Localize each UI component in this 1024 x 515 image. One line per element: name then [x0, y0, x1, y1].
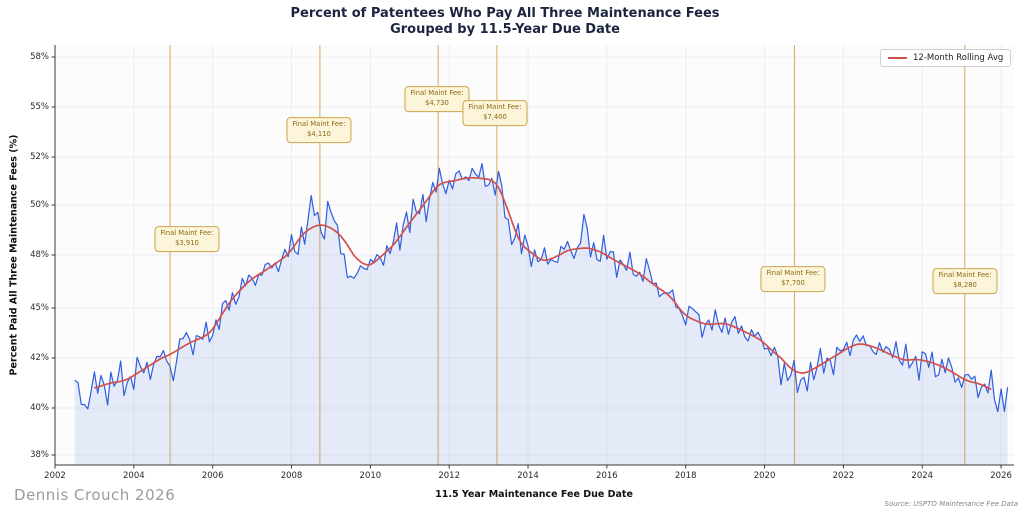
chart-title-line1: Percent of Patentees Who Pay All Three M…: [290, 6, 720, 21]
annotation-fee: $3,910: [175, 239, 199, 247]
x-tick-label: 2006: [201, 471, 224, 481]
x-tick-label: 2002: [44, 471, 66, 481]
annotation-text: Final Maint Fee:: [468, 103, 522, 112]
annotation-fee: $8,280: [953, 281, 977, 289]
annotation-text: Final Maint Fee:: [160, 229, 214, 238]
y-tick-label: 50%: [30, 200, 49, 210]
source-credit: Source: USPTO Maintenance Fee Data: [884, 500, 1018, 508]
event-annotation-4110: Final Maint Fee: $4,110: [286, 117, 352, 143]
x-tick-label: 2016: [596, 471, 618, 481]
legend: 12-Month Rolling Avg: [880, 49, 1012, 67]
annotation-text: Final Maint Fee:: [766, 269, 820, 278]
legend-line-swatch: [888, 57, 907, 59]
event-annotation-7700: Final Maint Fee: $7,700: [760, 266, 826, 292]
x-tick-label: 2018: [674, 471, 697, 481]
x-tick-label: 2004: [123, 471, 145, 481]
y-tick-label: 58%: [30, 52, 49, 62]
chart-title-line2: Grouped by 11.5-Year Due Date: [390, 22, 620, 37]
x-tick-label: 2022: [832, 471, 855, 481]
y-tick-label: 48%: [30, 250, 49, 260]
y-tick-label: 52%: [30, 152, 49, 162]
x-axis-label: 11.5 Year Maintenance Fee Due Date: [435, 489, 633, 500]
y-tick-label: 40%: [30, 403, 49, 413]
annotation-fee: $4,730: [425, 99, 449, 107]
annotation-text: Final Maint Fee:: [938, 271, 992, 280]
annotation-text: Final Maint Fee:: [410, 89, 464, 98]
annotation-fee: $7,400: [483, 113, 507, 121]
event-annotation-7400: Final Maint Fee: $7,400: [462, 100, 528, 126]
x-tick-label: 2020: [753, 471, 776, 481]
x-tick-label: 2024: [911, 471, 934, 481]
event-annotation-8280: Final Maint Fee: $8,280: [932, 268, 998, 294]
y-tick-label: 42%: [30, 353, 49, 363]
y-tick-label: 55%: [30, 102, 49, 112]
annotation-fee: $4,110: [307, 130, 331, 138]
y-tick-label: 45%: [30, 303, 49, 313]
annotation-fee: $7,700: [781, 279, 805, 287]
x-tick-label: 2008: [280, 471, 303, 481]
event-annotation-4730: Final Maint Fee: $4,730: [404, 86, 470, 112]
x-tick-label: 2010: [359, 471, 382, 481]
event-annotation-3910: Final Maint Fee: $3,910: [154, 226, 220, 252]
x-tick-label: 2012: [438, 471, 461, 481]
y-axis-label: Percent Paid All Three Maintenance Fees …: [8, 134, 20, 376]
watermark: Dennis Crouch 2026: [14, 486, 176, 504]
legend-label: 12-Month Rolling Avg: [913, 53, 1004, 63]
annotation-text: Final Maint Fee:: [292, 120, 346, 129]
x-tick-label: 2026: [990, 471, 1012, 481]
y-tick-label: 38%: [30, 450, 49, 460]
x-tick-label: 2014: [517, 471, 539, 481]
chart-title: Percent of Patentees Who Pay All Three M…: [290, 6, 719, 38]
